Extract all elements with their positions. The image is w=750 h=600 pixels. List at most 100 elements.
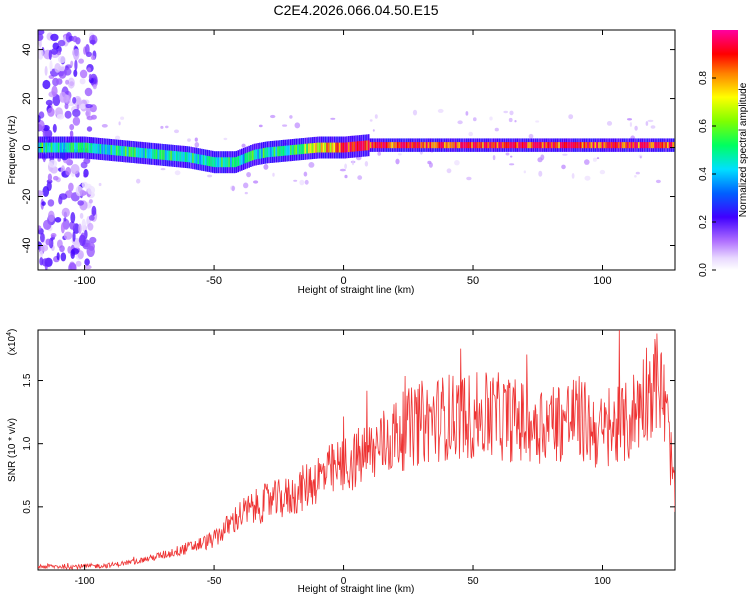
spectrogram-faint-blob bbox=[599, 169, 606, 175]
spectrogram-faint-blob bbox=[120, 116, 125, 120]
spectrogram-faint-blob bbox=[634, 175, 637, 178]
spectrogram-faint-blob bbox=[282, 124, 288, 127]
spectrogram-ridge-core bbox=[476, 142, 479, 149]
spectrogram-ridge-core bbox=[164, 150, 167, 161]
spectrogram-ridge-core bbox=[628, 142, 631, 149]
spectrogram-noise-blob bbox=[40, 232, 45, 243]
spectrogram-ridge-core bbox=[652, 142, 655, 149]
spectrogram-ridge-core bbox=[420, 142, 423, 149]
spectrogram-ridge-core bbox=[558, 142, 560, 149]
spectrogram-ridge-core bbox=[567, 142, 569, 149]
spectrogram-ridge-core bbox=[400, 142, 403, 149]
spectrogram-ridge-core bbox=[424, 142, 426, 149]
spectrogram-noise-blob bbox=[81, 181, 88, 188]
spectrogram-y-tick-label: 40 bbox=[21, 43, 33, 55]
spectrogram-noise-blob bbox=[44, 65, 48, 76]
spectrogram-ridge-core bbox=[54, 142, 56, 153]
spectrogram-faint-blob bbox=[263, 164, 269, 170]
spectrogram-x-tick-label: -100 bbox=[74, 275, 96, 287]
spectrogram-ridge-core bbox=[320, 142, 323, 153]
spectrogram-faint-blob bbox=[645, 121, 649, 126]
spectrogram-ridge-core bbox=[614, 142, 616, 149]
spectrogram-ridge-core bbox=[248, 151, 250, 162]
spectrogram-ridge-core bbox=[148, 148, 151, 159]
spectrogram-noise-blob bbox=[78, 58, 84, 64]
spectrogram-ridge-core bbox=[159, 149, 161, 160]
spectrogram-ridge-core bbox=[329, 142, 332, 153]
spectrogram-noise-blob bbox=[73, 48, 80, 61]
spectrogram-ridge-core bbox=[391, 142, 394, 149]
spectrogram-ridge-core bbox=[279, 146, 281, 157]
spectrogram-ridge-core bbox=[168, 150, 171, 161]
spectrogram-ridge-core bbox=[630, 142, 633, 149]
spectrogram-ridge-core bbox=[478, 142, 481, 149]
spectrogram-noise-blob bbox=[85, 44, 90, 55]
spectrogram-ridge-core bbox=[473, 142, 475, 149]
spectrogram-ridge-core bbox=[115, 145, 118, 156]
spectrogram-ridge-core bbox=[304, 143, 307, 154]
spectrogram-ridge-core bbox=[590, 142, 593, 149]
spectrogram-noise-blob bbox=[49, 60, 53, 72]
spectrogram-ridge-core bbox=[139, 147, 142, 158]
spectrogram-ridge-core bbox=[650, 142, 653, 149]
spectrogram-faint-blob bbox=[253, 180, 259, 184]
spectrogram-noise-blob bbox=[84, 264, 92, 270]
spectrogram-ridge-core bbox=[134, 147, 136, 158]
spectrogram-noise-blob bbox=[61, 207, 70, 218]
spectrogram-ridge-core bbox=[197, 154, 200, 165]
spectrogram-ridge-core bbox=[192, 153, 194, 163]
spectrogram-noise-blob bbox=[45, 238, 51, 246]
spectrogram-ridge-core bbox=[585, 142, 587, 149]
spectrogram-faint-blob bbox=[174, 129, 179, 134]
spectrogram-ridge-core bbox=[313, 143, 316, 153]
spectrogram-noise-blob bbox=[40, 244, 49, 252]
snr-multiplier-base: (x10 bbox=[7, 335, 18, 355]
spectrogram-noise-blob bbox=[72, 97, 77, 104]
spectrogram-faint-blob bbox=[246, 172, 252, 178]
spectrogram-ridge-core bbox=[233, 157, 236, 168]
spectrogram-ridge-core bbox=[659, 142, 662, 149]
spectrogram-ridge-core bbox=[467, 142, 470, 149]
spectrogram-noise-blob bbox=[39, 250, 44, 258]
spectrogram-ridge-core bbox=[202, 155, 205, 166]
spectrogram-ridge-core bbox=[74, 142, 76, 153]
spectrogram-ridge-core bbox=[418, 142, 421, 149]
spectrogram-ridge-core bbox=[114, 145, 116, 156]
spectrogram-ridge-core bbox=[531, 142, 533, 149]
spectrogram-noise-blob bbox=[73, 69, 78, 77]
spectrogram-ridge-core bbox=[601, 142, 604, 149]
spectrogram-ridge-core bbox=[563, 142, 566, 149]
spectrogram-faint-blob bbox=[364, 161, 369, 167]
spectrogram-faint-blob bbox=[428, 162, 433, 168]
spectrogram-ridge-core bbox=[503, 142, 506, 149]
spectrogram-noise-blob bbox=[42, 79, 51, 90]
spectrogram-noise-blob bbox=[48, 49, 52, 60]
spectrogram-ridge-core bbox=[206, 155, 209, 166]
spectrogram-marks bbox=[38, 30, 675, 270]
spectrogram-ridge-core bbox=[184, 152, 187, 162]
spectrogram-ridge-core bbox=[244, 153, 247, 164]
spectrogram-ridge-core bbox=[119, 145, 122, 156]
spectrogram-noise-blob bbox=[51, 85, 58, 97]
spectrogram-ridge-core bbox=[523, 142, 526, 149]
spectrogram-ridge-core bbox=[210, 156, 212, 167]
spectrogram-ridge-core bbox=[366, 140, 368, 151]
spectrogram-ridge-core bbox=[525, 142, 528, 149]
spectrogram-noise-blob bbox=[63, 217, 67, 222]
spectrogram-noise-blob bbox=[50, 33, 59, 42]
spectrogram-noise-blob bbox=[79, 69, 88, 79]
spectrogram-ridge-core bbox=[328, 142, 330, 153]
spectrogram-ridge-core bbox=[201, 154, 203, 165]
spectrogram-faint-blob bbox=[344, 163, 347, 170]
spectrogram-ridge-core bbox=[47, 142, 49, 153]
spectrogram-ridge-core bbox=[518, 142, 520, 149]
spectrogram-ridge-core bbox=[177, 151, 180, 162]
spectrogram-ridge-core bbox=[125, 146, 127, 157]
spectrogram-ridge-core bbox=[541, 142, 544, 149]
spectrogram-faint-blob bbox=[627, 118, 632, 121]
spectrogram-ridge-core bbox=[173, 151, 176, 161]
spectrogram-ridge-core bbox=[344, 142, 346, 153]
snr-axes: -100 -50 0 50 100 0.5 1.0 1.5 bbox=[22, 330, 675, 587]
spectrogram-noise-blob bbox=[52, 94, 61, 106]
spectrogram-ridge-core bbox=[416, 142, 419, 149]
